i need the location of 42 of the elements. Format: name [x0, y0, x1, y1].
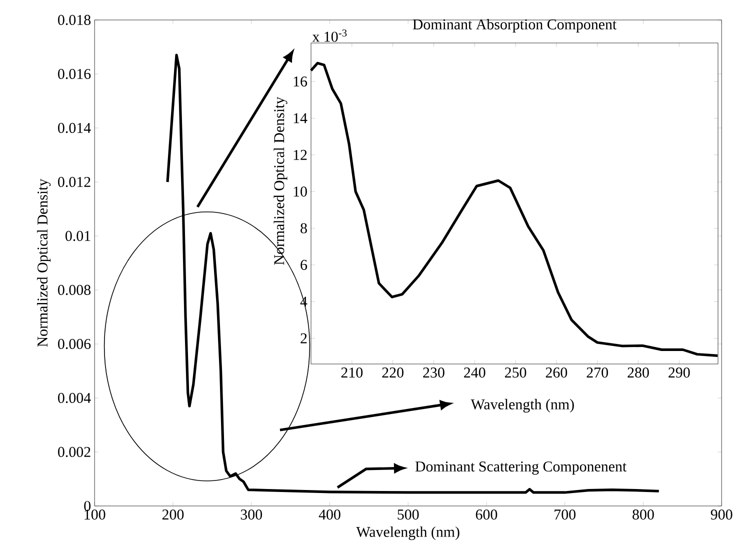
x-tick-label: 700 — [554, 510, 576, 520]
x-tick-label: 200 — [162, 510, 184, 520]
x-tick-label: 270 — [586, 368, 608, 378]
y-tick-label: 0.012 — [58, 176, 90, 188]
y-tick-label: 0.018 — [58, 14, 91, 26]
y-tick-label: 10 — [294, 186, 307, 197]
y-axis-title: Normalized Optical Density — [274, 96, 288, 265]
x-tick-label: 600 — [476, 510, 498, 520]
x-tick-label: 210 — [341, 368, 363, 378]
y-tick-label: 14 — [294, 113, 308, 124]
x-tick-label: 500 — [398, 510, 419, 520]
x-axis-title: Wavelength (nm) — [470, 398, 574, 413]
x-tick-label: 300 — [240, 510, 262, 520]
x-axis-title: Wavelength (nm) — [356, 526, 460, 540]
x-tick-label: 100 — [84, 510, 106, 520]
y-tick-label: 0.006 — [58, 338, 91, 350]
y-tick-label: 8 — [300, 223, 307, 234]
y-tick-label: 0.004 — [58, 392, 91, 404]
x-tick-label: 900 — [710, 510, 732, 520]
x-tick-label: 280 — [628, 368, 649, 378]
y-tick-label: 12 — [294, 150, 307, 160]
y-tick-label: 2 — [300, 333, 307, 344]
y-tick-label: 0.014 — [58, 122, 91, 134]
y-tick-label: 16 — [294, 76, 308, 87]
x-tick-label: 220 — [382, 368, 404, 378]
y-tick-label: 0 — [84, 500, 91, 512]
y-tick-label: 0.016 — [58, 68, 91, 80]
x-tick-label: 400 — [318, 510, 340, 520]
x-tick-label: 250 — [504, 368, 526, 378]
y-axis-title: Normalized Optical Density — [37, 178, 51, 347]
x-tick-label: 800 — [632, 510, 654, 520]
x-tick-label: 260 — [546, 368, 568, 378]
x-tick-label: 230 — [423, 368, 444, 378]
annotation: x 10$^{-3}$ — [312, 30, 347, 42]
y-tick-label: 0.01 — [66, 230, 90, 242]
y-tick-label: 0.002 — [58, 446, 90, 458]
y-tick-label: 6 — [300, 260, 308, 270]
chart-title: Dominant Absorption Component — [412, 18, 617, 32]
annotation: Dominant Scattering Componenent — [415, 462, 627, 475]
x-tick-label: 290 — [668, 368, 690, 378]
x-tick-label: 240 — [464, 368, 486, 378]
y-tick-label: 0.008 — [58, 284, 91, 296]
